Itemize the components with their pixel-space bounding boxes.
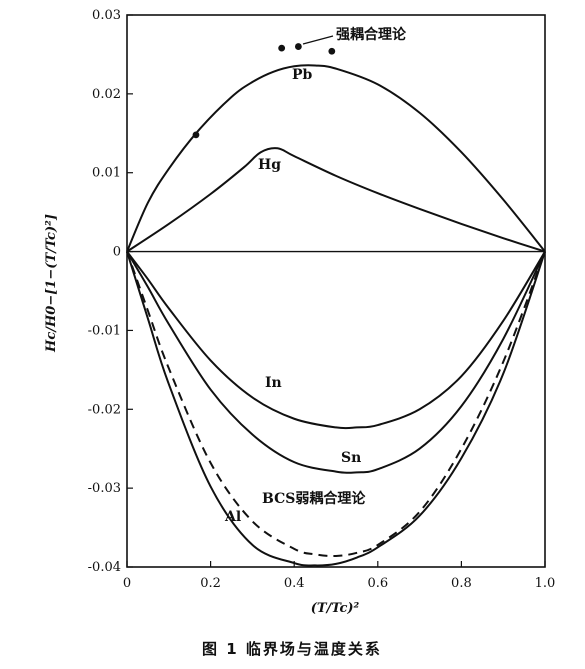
series-label-Al: Al	[224, 509, 241, 525]
annotation-leader-line	[302, 35, 334, 45]
figure-caption: 图 1 临界场与温度关系	[202, 640, 382, 658]
series-line-Hg	[126, 147, 546, 253]
y-tick-label: -0.04	[88, 560, 121, 575]
x-tick-label: 0.4	[284, 576, 305, 591]
strong-coupling-annotation: 强耦合理论	[336, 26, 407, 43]
data-point	[278, 44, 286, 52]
x-tick-label: 0.6	[367, 576, 388, 591]
x-axis-ticks: 0 0.2 0.4 0.6 0.8 1.0	[123, 561, 555, 591]
series-label-Hg: Hg	[258, 157, 281, 173]
data-point	[294, 43, 302, 50]
series-line-BCS弱耦合理论	[126, 251, 546, 558]
plot-frame	[126, 14, 546, 568]
y-tick-label: 0.01	[92, 166, 121, 181]
series-line-In	[126, 250, 546, 430]
plot-border	[126, 14, 546, 568]
y-tick-label: 0.03	[92, 8, 121, 23]
series-line-Sn	[126, 251, 546, 474]
y-tick-label: -0.03	[88, 481, 121, 496]
y-tick-label: 0.02	[92, 87, 121, 102]
y-tick-label: 0	[113, 245, 121, 260]
series-label-Pb: Pb	[292, 67, 313, 83]
x-tick-label: 1.0	[535, 576, 556, 591]
series-label-In: In	[265, 375, 282, 391]
series-label-Sn: Sn	[341, 450, 361, 466]
y-axis-label: Hc/H0−[1−(T/Tc)²]	[44, 214, 59, 353]
x-tick-label: 0	[123, 576, 131, 591]
data-point	[192, 131, 200, 139]
y-tick-label: -0.01	[88, 323, 121, 338]
series-line-Pb	[126, 64, 546, 253]
series-labels: Pb Hg In Sn BCS弱耦合理论 Al	[224, 67, 366, 525]
data-point	[328, 47, 336, 55]
series-line-Al	[126, 251, 546, 567]
series-label-BCS弱耦合理论: BCS弱耦合理论	[262, 490, 366, 507]
strong-coupling-points	[192, 43, 336, 139]
x-tick-label: 0.8	[451, 576, 472, 591]
x-axis-label: (T/Tc)²	[311, 601, 360, 616]
series-lines	[126, 64, 546, 567]
x-tick-label: 0.2	[200, 576, 221, 591]
y-axis-ticks: 0.03 0.02 0.01 0 -0.01 -0.02 -0.03 -0.04	[88, 8, 133, 575]
y-tick-label: -0.02	[88, 402, 121, 417]
